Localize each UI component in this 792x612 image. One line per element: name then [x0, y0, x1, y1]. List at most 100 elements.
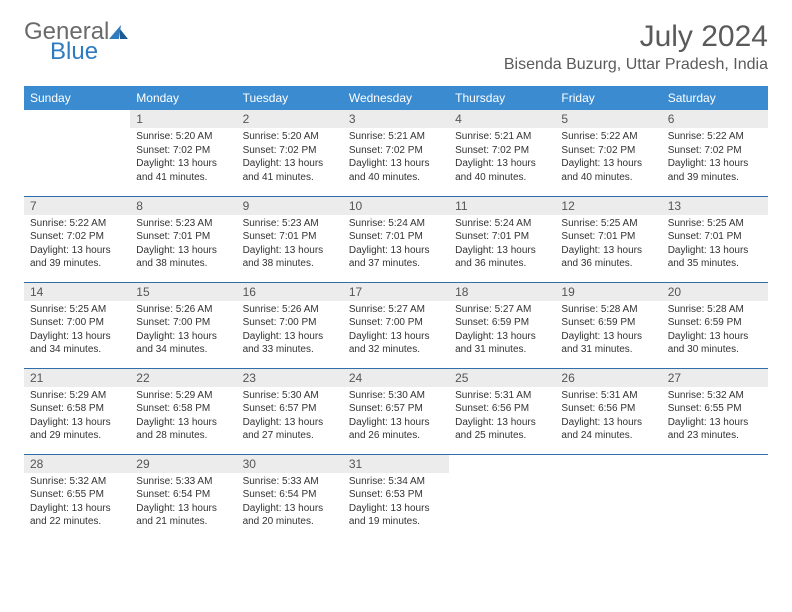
- calendar-cell: 21Sunrise: 5:29 AMSunset: 6:58 PMDayligh…: [24, 368, 130, 454]
- weekday-header: Friday: [555, 86, 661, 110]
- calendar-cell: 9Sunrise: 5:23 AMSunset: 7:01 PMDaylight…: [237, 196, 343, 282]
- day-number: 19: [555, 283, 661, 301]
- day-number: 29: [130, 455, 236, 473]
- day-number: 16: [237, 283, 343, 301]
- day-details: Sunrise: 5:21 AMSunset: 7:02 PMDaylight:…: [343, 128, 449, 188]
- calendar-header-row: SundayMondayTuesdayWednesdayThursdayFrid…: [24, 86, 768, 110]
- calendar-cell: 6Sunrise: 5:22 AMSunset: 7:02 PMDaylight…: [662, 110, 768, 196]
- day-details: Sunrise: 5:27 AMSunset: 7:00 PMDaylight:…: [343, 301, 449, 361]
- location: Bisenda Buzurg, Uttar Pradesh, India: [504, 56, 768, 74]
- calendar-cell: 4Sunrise: 5:21 AMSunset: 7:02 PMDaylight…: [449, 110, 555, 196]
- calendar-cell: 16Sunrise: 5:26 AMSunset: 7:00 PMDayligh…: [237, 282, 343, 368]
- calendar-cell: 10Sunrise: 5:24 AMSunset: 7:01 PMDayligh…: [343, 196, 449, 282]
- day-number: 27: [662, 369, 768, 387]
- logo: General Blue: [24, 20, 128, 64]
- day-details: Sunrise: 5:23 AMSunset: 7:01 PMDaylight:…: [130, 215, 236, 275]
- calendar-cell: 11Sunrise: 5:24 AMSunset: 7:01 PMDayligh…: [449, 196, 555, 282]
- day-number: 11: [449, 197, 555, 215]
- day-details: Sunrise: 5:25 AMSunset: 7:01 PMDaylight:…: [555, 215, 661, 275]
- day-details: Sunrise: 5:20 AMSunset: 7:02 PMDaylight:…: [237, 128, 343, 188]
- day-number: 1: [130, 110, 236, 128]
- calendar-cell: 18Sunrise: 5:27 AMSunset: 6:59 PMDayligh…: [449, 282, 555, 368]
- calendar-cell: .: [449, 454, 555, 540]
- calendar-cell: 8Sunrise: 5:23 AMSunset: 7:01 PMDaylight…: [130, 196, 236, 282]
- calendar-cell: 15Sunrise: 5:26 AMSunset: 7:00 PMDayligh…: [130, 282, 236, 368]
- day-number: 4: [449, 110, 555, 128]
- calendar-cell: 14Sunrise: 5:25 AMSunset: 7:00 PMDayligh…: [24, 282, 130, 368]
- day-details: Sunrise: 5:32 AMSunset: 6:55 PMDaylight:…: [662, 387, 768, 447]
- day-number: 8: [130, 197, 236, 215]
- day-number: 2: [237, 110, 343, 128]
- day-number: 20: [662, 283, 768, 301]
- day-number: 15: [130, 283, 236, 301]
- day-details: Sunrise: 5:31 AMSunset: 6:56 PMDaylight:…: [449, 387, 555, 447]
- title-block: July 2024 Bisenda Buzurg, Uttar Pradesh,…: [504, 20, 768, 74]
- day-number: 21: [24, 369, 130, 387]
- day-number: 17: [343, 283, 449, 301]
- day-details: Sunrise: 5:25 AMSunset: 7:01 PMDaylight:…: [662, 215, 768, 275]
- calendar-cell: 31Sunrise: 5:34 AMSunset: 6:53 PMDayligh…: [343, 454, 449, 540]
- calendar-cell: 19Sunrise: 5:28 AMSunset: 6:59 PMDayligh…: [555, 282, 661, 368]
- day-details: Sunrise: 5:23 AMSunset: 7:01 PMDaylight:…: [237, 215, 343, 275]
- month-title: July 2024: [504, 20, 768, 54]
- weekday-header: Wednesday: [343, 86, 449, 110]
- weekday-header: Thursday: [449, 86, 555, 110]
- day-number: 9: [237, 197, 343, 215]
- day-details: Sunrise: 5:24 AMSunset: 7:01 PMDaylight:…: [449, 215, 555, 275]
- day-number: 6: [662, 110, 768, 128]
- day-details: Sunrise: 5:28 AMSunset: 6:59 PMDaylight:…: [555, 301, 661, 361]
- weekday-header: Monday: [130, 86, 236, 110]
- day-number: 30: [237, 455, 343, 473]
- day-number: 5: [555, 110, 661, 128]
- calendar-cell: 29Sunrise: 5:33 AMSunset: 6:54 PMDayligh…: [130, 454, 236, 540]
- calendar-cell: 22Sunrise: 5:29 AMSunset: 6:58 PMDayligh…: [130, 368, 236, 454]
- calendar-cell: 20Sunrise: 5:28 AMSunset: 6:59 PMDayligh…: [662, 282, 768, 368]
- logo-word2: Blue: [50, 40, 128, 64]
- day-details: Sunrise: 5:29 AMSunset: 6:58 PMDaylight:…: [130, 387, 236, 447]
- day-number: 14: [24, 283, 130, 301]
- calendar-cell: 17Sunrise: 5:27 AMSunset: 7:00 PMDayligh…: [343, 282, 449, 368]
- day-number: 28: [24, 455, 130, 473]
- day-details: Sunrise: 5:30 AMSunset: 6:57 PMDaylight:…: [237, 387, 343, 447]
- weekday-header: Tuesday: [237, 86, 343, 110]
- day-details: Sunrise: 5:22 AMSunset: 7:02 PMDaylight:…: [662, 128, 768, 188]
- day-number: 7: [24, 197, 130, 215]
- calendar-cell: 30Sunrise: 5:33 AMSunset: 6:54 PMDayligh…: [237, 454, 343, 540]
- calendar-cell: .: [662, 454, 768, 540]
- calendar-table: SundayMondayTuesdayWednesdayThursdayFrid…: [24, 86, 768, 540]
- calendar-cell: 13Sunrise: 5:25 AMSunset: 7:01 PMDayligh…: [662, 196, 768, 282]
- calendar-cell: 5Sunrise: 5:22 AMSunset: 7:02 PMDaylight…: [555, 110, 661, 196]
- calendar-cell: 26Sunrise: 5:31 AMSunset: 6:56 PMDayligh…: [555, 368, 661, 454]
- calendar-cell: .: [555, 454, 661, 540]
- day-details: Sunrise: 5:29 AMSunset: 6:58 PMDaylight:…: [24, 387, 130, 447]
- calendar-cell: 1Sunrise: 5:20 AMSunset: 7:02 PMDaylight…: [130, 110, 236, 196]
- day-details: Sunrise: 5:20 AMSunset: 7:02 PMDaylight:…: [130, 128, 236, 188]
- calendar-cell: 28Sunrise: 5:32 AMSunset: 6:55 PMDayligh…: [24, 454, 130, 540]
- day-details: Sunrise: 5:27 AMSunset: 6:59 PMDaylight:…: [449, 301, 555, 361]
- day-details: Sunrise: 5:28 AMSunset: 6:59 PMDaylight:…: [662, 301, 768, 361]
- day-details: Sunrise: 5:31 AMSunset: 6:56 PMDaylight:…: [555, 387, 661, 447]
- day-number: 12: [555, 197, 661, 215]
- calendar-cell: 25Sunrise: 5:31 AMSunset: 6:56 PMDayligh…: [449, 368, 555, 454]
- weekday-header: Saturday: [662, 86, 768, 110]
- day-number: 25: [449, 369, 555, 387]
- day-number: 3: [343, 110, 449, 128]
- day-number: 24: [343, 369, 449, 387]
- day-details: Sunrise: 5:22 AMSunset: 7:02 PMDaylight:…: [24, 215, 130, 275]
- header: General Blue July 2024 Bisenda Buzurg, U…: [24, 20, 768, 74]
- day-number: 13: [662, 197, 768, 215]
- calendar-cell: 3Sunrise: 5:21 AMSunset: 7:02 PMDaylight…: [343, 110, 449, 196]
- calendar-cell: 23Sunrise: 5:30 AMSunset: 6:57 PMDayligh…: [237, 368, 343, 454]
- day-details: Sunrise: 5:33 AMSunset: 6:54 PMDaylight:…: [237, 473, 343, 533]
- day-details: Sunrise: 5:21 AMSunset: 7:02 PMDaylight:…: [449, 128, 555, 188]
- day-details: Sunrise: 5:26 AMSunset: 7:00 PMDaylight:…: [130, 301, 236, 361]
- calendar-cell: 24Sunrise: 5:30 AMSunset: 6:57 PMDayligh…: [343, 368, 449, 454]
- day-number: 31: [343, 455, 449, 473]
- calendar-cell: 12Sunrise: 5:25 AMSunset: 7:01 PMDayligh…: [555, 196, 661, 282]
- calendar-cell: 2Sunrise: 5:20 AMSunset: 7:02 PMDaylight…: [237, 110, 343, 196]
- day-number: 10: [343, 197, 449, 215]
- calendar-cell: 27Sunrise: 5:32 AMSunset: 6:55 PMDayligh…: [662, 368, 768, 454]
- day-number: 23: [237, 369, 343, 387]
- calendar-cell: .: [24, 110, 130, 196]
- day-details: Sunrise: 5:25 AMSunset: 7:00 PMDaylight:…: [24, 301, 130, 361]
